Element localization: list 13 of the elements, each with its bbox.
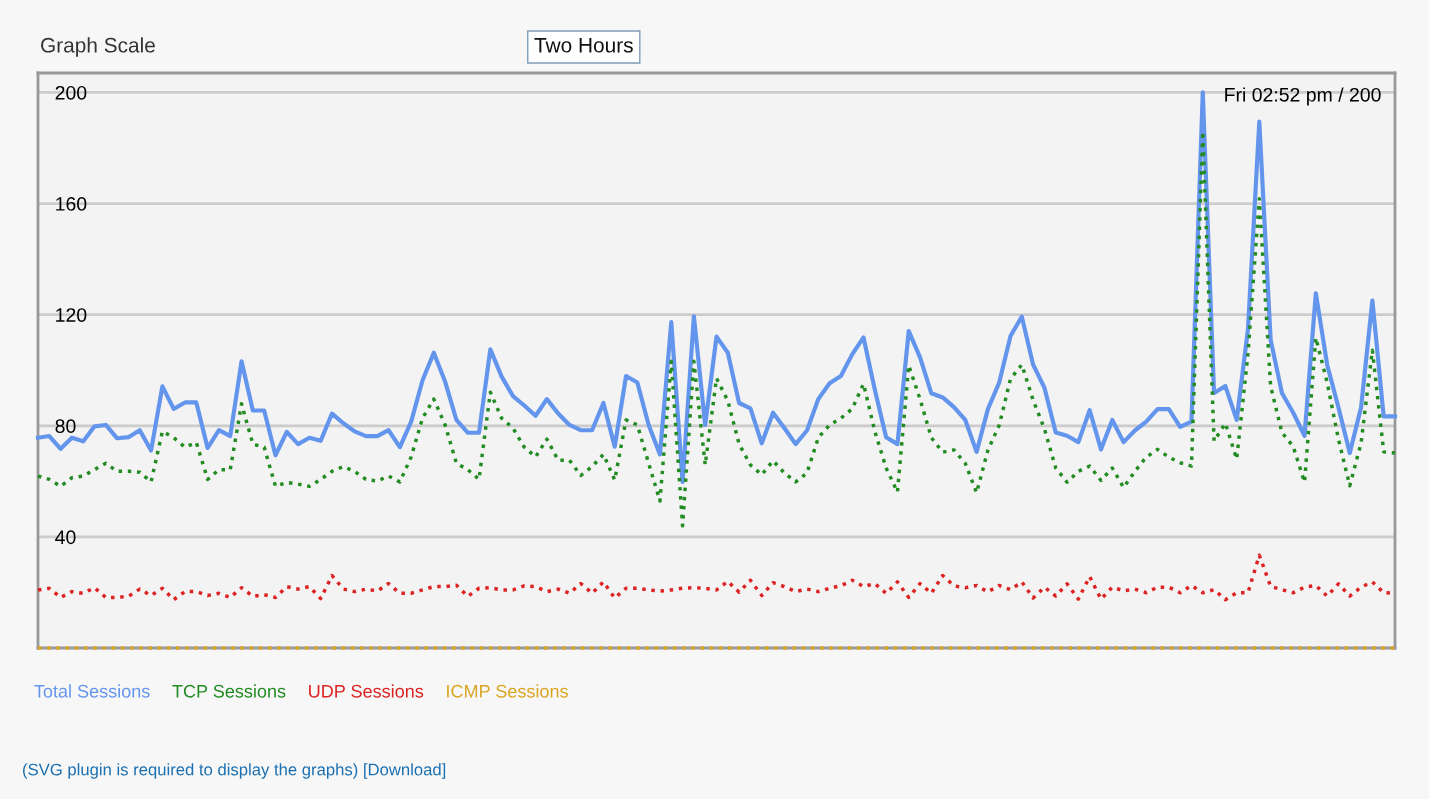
text: Two Hours	[534, 38, 633, 53]
y-tick-label: 200	[55, 85, 87, 100]
text: ICMP Sessions	[447, 684, 568, 698]
text: (SVG plugin is required to display the graphs) [Download]	[23, 763, 446, 779]
annotation: Fri 02:52 pm / 200	[1225, 87, 1381, 106]
text: Graph Scale	[41, 37, 155, 57]
text: Total Sessions	[34, 684, 150, 698]
y-tick-label: 160	[56, 197, 87, 211]
y-tick-label: 80	[55, 419, 76, 434]
y-tick-label: 120	[56, 308, 87, 322]
text: UDP Sessions	[309, 684, 424, 698]
y-tick-label: 40	[55, 530, 76, 545]
text: TCP Sessions	[172, 684, 286, 698]
